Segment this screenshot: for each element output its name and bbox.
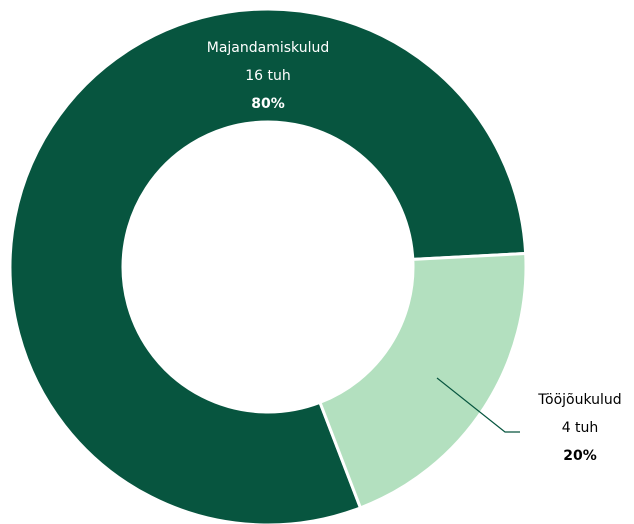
slice-amount: 16 tuh xyxy=(245,68,291,84)
slice-name: Tööjõukulud xyxy=(537,392,621,408)
slice-name: Majandamiskulud xyxy=(207,40,330,56)
slice-percent: 20% xyxy=(563,448,597,464)
slice-percent: 80% xyxy=(251,96,285,112)
leader-line xyxy=(436,377,520,433)
slice-amount: 4 tuh xyxy=(562,420,599,436)
donut-slice xyxy=(8,7,528,524)
donut-slice xyxy=(318,251,528,510)
